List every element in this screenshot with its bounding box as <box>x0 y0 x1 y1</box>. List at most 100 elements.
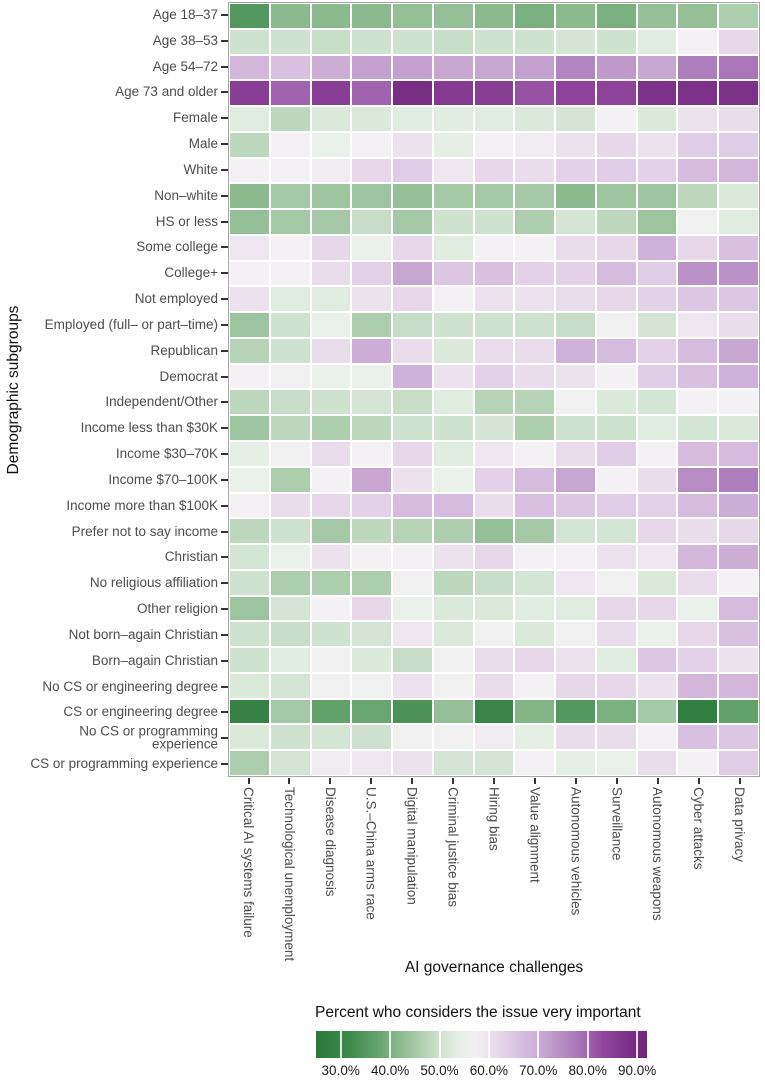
heatmap-cell <box>230 493 269 518</box>
y-axis-label: Employed (full– or part–time) <box>44 316 218 332</box>
heatmap-cell <box>515 673 555 698</box>
legend-tick-label: 50.0% <box>420 1063 459 1078</box>
heatmap-cell <box>433 107 473 131</box>
heatmap-cell <box>474 442 514 466</box>
heatmap-cell <box>474 132 514 157</box>
y-axis-label: Age 38–53 <box>152 32 218 48</box>
heatmap-cell <box>719 338 758 363</box>
x-axis-tick <box>533 778 536 784</box>
x-axis-label: Cyber attacks <box>691 787 707 870</box>
heatmap-cell <box>393 545 432 569</box>
heatmap-cell <box>719 261 758 286</box>
heatmap-cell <box>637 210 677 234</box>
heatmap-cell <box>678 158 718 183</box>
heatmap-cell <box>270 81 310 106</box>
heatmap-cell <box>719 648 758 672</box>
heatmap-cell <box>393 364 432 389</box>
heatmap-cell <box>311 338 351 363</box>
heatmap-cell <box>678 81 718 106</box>
heatmap-cell <box>596 235 636 260</box>
heatmap-cell <box>515 390 555 415</box>
x-axis-tick <box>288 778 291 784</box>
heatmap-cell <box>719 725 758 750</box>
heatmap-cell <box>637 442 677 466</box>
heatmap-cell <box>596 493 636 518</box>
heatmap-cell <box>270 725 310 750</box>
heatmap-cell <box>352 184 392 209</box>
y-axis-tick <box>221 763 228 766</box>
heatmap-cell <box>230 158 269 183</box>
heatmap-cell <box>596 545 636 569</box>
legend-tick-notch <box>389 1031 392 1058</box>
heatmap-cell <box>637 390 677 415</box>
heatmap-cell <box>311 4 351 28</box>
heatmap-cell <box>270 493 310 518</box>
heatmap-cell <box>311 545 351 569</box>
heatmap-cell <box>311 570 351 595</box>
heatmap-cell <box>230 29 269 54</box>
heatmap-cell <box>433 261 473 286</box>
legend-tick-label: 30.0% <box>321 1063 360 1078</box>
heatmap-cell <box>596 648 636 672</box>
heatmap-cell <box>515 648 555 672</box>
heatmap-cell <box>637 545 677 569</box>
heatmap-cell <box>596 132 636 157</box>
y-axis-tick <box>221 272 228 275</box>
heatmap-cell <box>270 184 310 209</box>
heatmap-cell <box>596 416 636 441</box>
heatmap-cell <box>637 81 677 106</box>
heatmap-cell <box>678 596 718 621</box>
heatmap-cell <box>474 81 514 106</box>
heatmap-cell <box>270 364 310 389</box>
heatmap-cell <box>311 751 351 775</box>
heatmap-cell <box>596 622 636 647</box>
heatmap-cell <box>393 467 432 492</box>
heatmap-cell <box>230 338 269 363</box>
heatmap-cell <box>474 287 514 312</box>
heatmap-cell <box>637 287 677 312</box>
heatmap-cell <box>596 751 636 775</box>
heatmap-cell <box>556 158 595 183</box>
heatmap-cell <box>352 442 392 466</box>
heatmap-cell <box>270 4 310 28</box>
heatmap-cell <box>515 545 555 569</box>
heatmap-cell <box>230 570 269 595</box>
heatmap-cell <box>230 390 269 415</box>
heatmap-cell <box>637 107 677 131</box>
heatmap-cell <box>474 29 514 54</box>
heatmap-cell <box>678 364 718 389</box>
y-axis-label: Income $30–70K <box>115 445 218 461</box>
heatmap-cell <box>474 467 514 492</box>
heatmap-cell <box>719 699 758 724</box>
heatmap-cell <box>515 158 555 183</box>
heatmap-cell <box>393 416 432 441</box>
heatmap-cell <box>270 442 310 466</box>
heatmap-cell <box>474 699 514 724</box>
heatmap-cell <box>515 338 555 363</box>
heatmap-cell <box>311 673 351 698</box>
heatmap-cell <box>637 467 677 492</box>
y-axis-label: CS or programming experience <box>30 755 218 771</box>
heatmap-cell <box>311 699 351 724</box>
heatmap-cell <box>474 596 514 621</box>
heatmap-cell <box>719 158 758 183</box>
legend-tick-label: 40.0% <box>370 1063 410 1078</box>
heatmap-cell <box>719 673 758 698</box>
heatmap-cell <box>230 673 269 698</box>
heatmap-cell <box>474 210 514 234</box>
heatmap-cell <box>556 570 595 595</box>
heatmap-cell <box>230 261 269 286</box>
heatmap-cell <box>515 596 555 621</box>
y-axis-label: White <box>183 161 218 177</box>
heatmap-cell <box>596 364 636 389</box>
heatmap-cell <box>230 545 269 569</box>
heatmap-cell <box>556 4 595 28</box>
heatmap-cell <box>637 158 677 183</box>
heatmap-cell <box>393 596 432 621</box>
legend-tick-label: 60.0% <box>469 1063 509 1078</box>
heatmap-cell <box>270 313 310 337</box>
heatmap-cell <box>230 364 269 389</box>
heatmap-cell <box>678 648 718 672</box>
y-axis-label: No CS or engineering degree <box>42 678 218 694</box>
heatmap-cell <box>556 107 595 131</box>
